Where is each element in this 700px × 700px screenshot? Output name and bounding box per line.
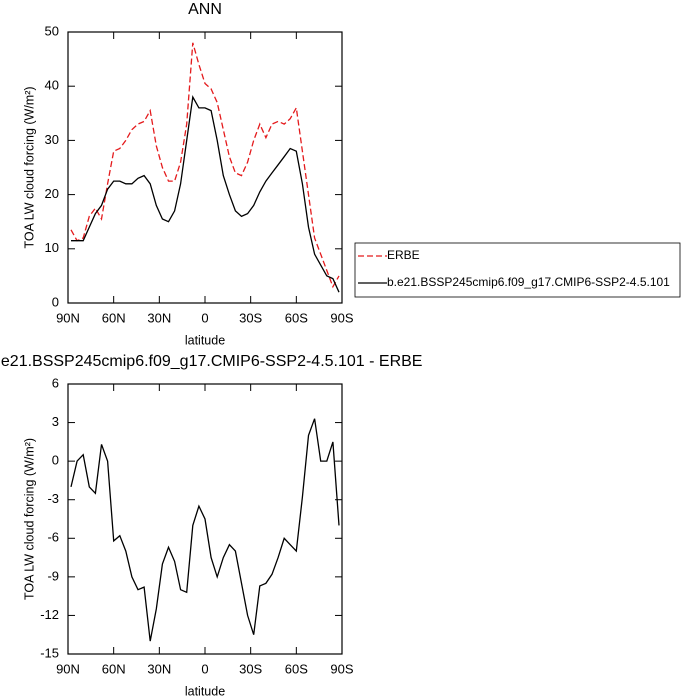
- y-tick-label: -6: [47, 530, 59, 545]
- x-tick-label: 60S: [285, 310, 308, 325]
- chart-title: ANN: [188, 1, 222, 18]
- x-tick-label: 0: [201, 661, 208, 676]
- x-tick-label: 30N: [147, 661, 171, 676]
- x-tick-label: 90N: [56, 661, 80, 676]
- legend-label: ERBE: [387, 248, 420, 262]
- y-tick-label: -15: [40, 645, 59, 660]
- x-tick-label: 60S: [285, 661, 308, 676]
- y-axis-label: TOA LW cloud forcing (W/m²): [22, 86, 36, 248]
- x-tick-label: 60N: [102, 661, 126, 676]
- series-line: [70, 418, 340, 642]
- x-axis-label: latitude: [185, 333, 225, 347]
- x-tick-label: 90N: [56, 310, 80, 325]
- x-tick-label: 30N: [147, 310, 171, 325]
- y-tick-label: -9: [47, 568, 59, 583]
- y-tick-label: 6: [52, 375, 59, 390]
- y-tick-label: -3: [47, 491, 59, 506]
- x-axis-label: latitude: [185, 684, 225, 698]
- y-tick-label: 50: [45, 23, 59, 38]
- y-tick-label: 0: [52, 453, 59, 468]
- x-tick-label: 30S: [239, 310, 262, 325]
- y-tick-label: -12: [40, 607, 59, 622]
- y-tick-label: 20: [45, 186, 59, 201]
- plot-frame: [67, 31, 343, 304]
- x-tick-label: 60N: [102, 310, 126, 325]
- chart-title: b.e21.BSSP245cmip6.f09_g17.CMIP6-SSP2-4.…: [0, 353, 422, 370]
- x-tick-label: 90S: [330, 661, 353, 676]
- x-tick-label: 90S: [330, 310, 353, 325]
- x-tick-label: 0: [201, 310, 208, 325]
- y-axis-label: TOA LW cloud forcing (W/m²): [22, 438, 36, 600]
- y-tick-label: 30: [45, 132, 59, 147]
- series-line: [70, 42, 340, 289]
- x-tick-label: 30S: [239, 661, 262, 676]
- legend-box: [354, 242, 681, 298]
- legend-label: b.e21.BSSP245cmip6.f09_g17.CMIP6-SSP2-4.…: [387, 275, 670, 289]
- y-tick-label: 10: [45, 240, 59, 255]
- y-tick-label: 40: [45, 78, 59, 93]
- y-tick-label: 0: [52, 294, 59, 309]
- plot-frame: [67, 383, 343, 655]
- series-line: [71, 94, 340, 293]
- y-tick-label: 3: [52, 414, 59, 429]
